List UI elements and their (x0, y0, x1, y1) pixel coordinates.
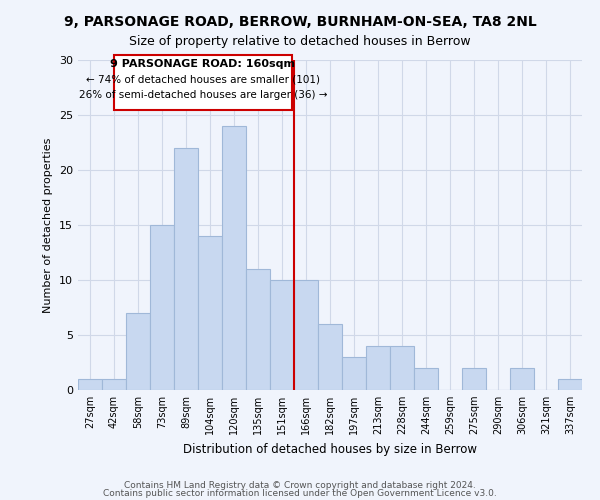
Bar (102, 379, 126, 390)
FancyBboxPatch shape (114, 54, 292, 110)
Y-axis label: Number of detached properties: Number of detached properties (43, 138, 53, 312)
Bar (150, 225, 174, 390)
Bar (366, 346, 390, 390)
Text: 9 PARSONAGE ROAD: 160sqm: 9 PARSONAGE ROAD: 160sqm (110, 59, 295, 69)
Text: Contains HM Land Registry data © Crown copyright and database right 2024.: Contains HM Land Registry data © Crown c… (124, 480, 476, 490)
Text: ← 74% of detached houses are smaller (101): ← 74% of detached houses are smaller (10… (86, 74, 320, 85)
Bar (78, 379, 102, 390)
Bar (174, 148, 198, 390)
Bar (294, 280, 318, 390)
Bar (270, 280, 294, 390)
Bar (558, 379, 582, 390)
Bar (390, 346, 414, 390)
Bar (222, 126, 246, 390)
Text: 26% of semi-detached houses are larger (36) →: 26% of semi-detached houses are larger (… (79, 90, 327, 100)
Text: Size of property relative to detached houses in Berrow: Size of property relative to detached ho… (129, 35, 471, 48)
Bar (510, 368, 534, 390)
Bar (318, 324, 342, 390)
Bar (198, 236, 222, 390)
Text: 9, PARSONAGE ROAD, BERROW, BURNHAM-ON-SEA, TA8 2NL: 9, PARSONAGE ROAD, BERROW, BURNHAM-ON-SE… (64, 15, 536, 29)
Bar (414, 368, 438, 390)
Text: Contains public sector information licensed under the Open Government Licence v3: Contains public sector information licen… (103, 489, 497, 498)
X-axis label: Distribution of detached houses by size in Berrow: Distribution of detached houses by size … (183, 442, 477, 456)
Bar (462, 368, 486, 390)
Bar (126, 313, 150, 390)
Bar (342, 357, 366, 390)
Bar (246, 269, 270, 390)
